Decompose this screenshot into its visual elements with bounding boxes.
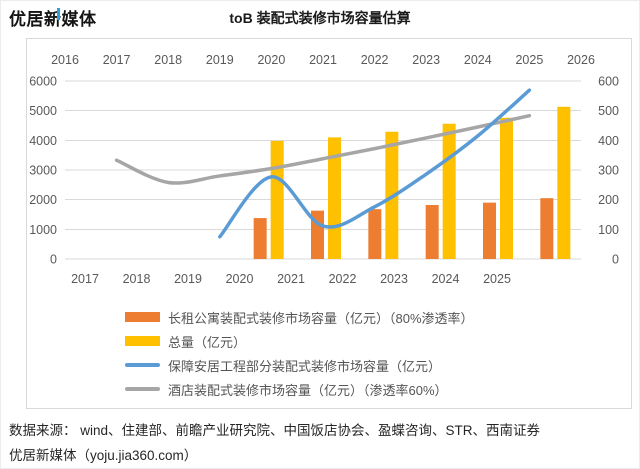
legend-bar-swatch xyxy=(125,336,160,346)
bar-2025 xyxy=(540,198,554,259)
svg-text:0: 0 xyxy=(50,253,57,267)
bar-2022 xyxy=(368,209,382,259)
legend-item-3: 酒店装配式装修市场容量（亿元）（渗透率60%） xyxy=(125,377,474,401)
bar-2025 xyxy=(557,106,571,259)
legend-line-swatch xyxy=(125,387,160,391)
legend: 长租公寓装配式装修市场容量（亿元）（80%渗透率） 总量（亿元） 保障安居工程部分装… xyxy=(125,305,474,401)
svg-text:2020: 2020 xyxy=(257,53,285,67)
housing-line xyxy=(218,88,532,239)
svg-text:2020: 2020 xyxy=(226,272,254,286)
svg-text:0: 0 xyxy=(612,253,619,267)
bottom-axis-labels: 2017 2018 2019 2020 2021 2022 2023 2024 2025 xyxy=(71,272,511,286)
logo-text-post: 媒体 xyxy=(61,10,97,29)
svg-text:300: 300 xyxy=(598,164,619,178)
combo-chart: 2016 2017 2018 2019 2020 2021 2022 2023 2024 2025… xyxy=(29,53,619,286)
svg-text:2022: 2022 xyxy=(361,53,389,67)
bar-2020 xyxy=(270,140,284,259)
svg-text:2000: 2000 xyxy=(29,193,57,207)
svg-text:2017: 2017 xyxy=(71,272,99,286)
legend-bar-swatch xyxy=(125,312,160,322)
hotel-line xyxy=(114,113,532,185)
legend-label: 保障安居工程部分装配式装修市场容量（亿元） xyxy=(168,358,442,374)
svg-text:2024: 2024 xyxy=(464,53,492,67)
svg-text:2024: 2024 xyxy=(432,272,460,286)
bar-2023 xyxy=(442,123,456,259)
data-source-text: 数据来源： wind、住建部、前瞻产业研究院、中国饭店协会、盈蝶咨询、STR、西… xyxy=(9,423,541,438)
svg-text:2021: 2021 xyxy=(277,272,305,286)
svg-text:2021: 2021 xyxy=(309,53,337,67)
svg-text:2023: 2023 xyxy=(380,272,408,286)
svg-text:600: 600 xyxy=(598,75,619,89)
legend-item-1: 总量（亿元） xyxy=(125,329,474,353)
legend-label: 长租公寓装配式装修市场容量（亿元）（80%渗透率） xyxy=(168,310,474,326)
site-url-text: 优居新媒体（yoju.jia360.com） xyxy=(9,448,198,463)
chart-title: toB 装配式装修市场容量估算 xyxy=(229,10,411,26)
chart-panel: 2016 2017 2018 2019 2020 2021 2022 2023 2024 2025… xyxy=(26,38,632,409)
right-axis-labels: 600 500 400 300 200 100 0 xyxy=(598,75,619,267)
logo-text-xin: 新 xyxy=(44,8,62,29)
svg-text:2018: 2018 xyxy=(154,53,182,67)
legend-line-swatch xyxy=(125,363,160,367)
svg-text:2019: 2019 xyxy=(206,53,234,67)
svg-text:6000: 6000 xyxy=(29,75,57,89)
bar-2024 xyxy=(500,117,513,259)
svg-text:2018: 2018 xyxy=(123,272,151,286)
bar-2024 xyxy=(483,202,496,259)
svg-text:400: 400 xyxy=(598,134,619,148)
svg-text:2022: 2022 xyxy=(329,272,357,286)
top-axis-labels: 2016 2017 2018 2019 2020 2021 2022 2023 2024 2025… xyxy=(51,53,595,67)
svg-text:1000: 1000 xyxy=(29,223,57,237)
logo-blue-mark xyxy=(56,8,60,20)
logo-text-pre: 优居 xyxy=(9,10,44,29)
svg-text:2017: 2017 xyxy=(103,53,131,67)
svg-text:3000: 3000 xyxy=(29,164,57,178)
svg-text:200: 200 xyxy=(598,193,619,207)
svg-text:5000: 5000 xyxy=(29,104,57,118)
bar-2023 xyxy=(425,205,439,259)
site-logo: 优居新 媒体 xyxy=(9,5,97,30)
legend-item-0: 长租公寓装配式装修市场容量（亿元）（80%渗透率） xyxy=(125,305,474,329)
svg-text:2019: 2019 xyxy=(174,272,202,286)
legend-label: 总量（亿元） xyxy=(168,334,247,350)
svg-text:4000: 4000 xyxy=(29,134,57,148)
bar-series-0 xyxy=(253,198,554,259)
svg-text:2025: 2025 xyxy=(483,272,511,286)
legend-label: 酒店装配式装修市场容量（亿元）（渗透率60%） xyxy=(168,382,448,398)
svg-text:2016: 2016 xyxy=(51,53,79,67)
svg-text:2026: 2026 xyxy=(567,53,595,67)
svg-text:100: 100 xyxy=(598,223,619,237)
left-axis-labels: 6000 5000 4000 3000 2000 1000 0 xyxy=(29,75,57,267)
svg-text:2025: 2025 xyxy=(515,53,543,67)
legend-item-2: 保障安居工程部分装配式装修市场容量（亿元） xyxy=(125,353,474,377)
svg-text:2023: 2023 xyxy=(412,53,440,67)
svg-text:500: 500 xyxy=(598,104,619,118)
bar-2020 xyxy=(253,218,267,259)
